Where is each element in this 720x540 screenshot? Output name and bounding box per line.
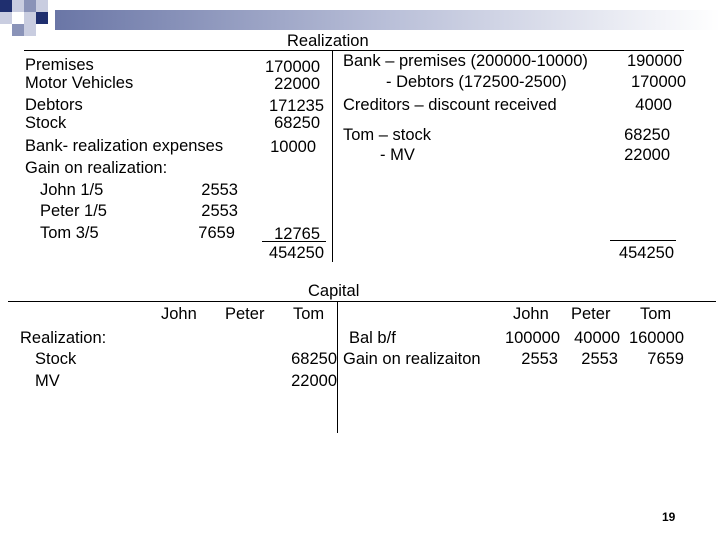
header-square — [36, 12, 48, 24]
realization-credit-amount: 170000 — [630, 73, 686, 91]
realization-credit-total: 454250 — [618, 244, 674, 262]
realization-debit-label: Bank- realization expenses — [25, 137, 224, 155]
realization-debit-label: John 1/5 — [40, 181, 104, 199]
capital-debit-label: MV — [35, 372, 60, 390]
realization-debit-label: Stock — [25, 114, 67, 132]
capital-credit-john: 100000 — [504, 329, 560, 347]
realization-debit-total-rule — [262, 241, 326, 242]
capital-credit-label: Bal b/f — [349, 329, 396, 347]
realization-center-rule — [332, 50, 333, 262]
realization-credit-label: Tom – stock — [343, 126, 432, 144]
realization-share-amount: 7659 — [198, 224, 235, 242]
capital-right-header: Tom — [640, 305, 672, 323]
header-square — [0, 0, 12, 12]
capital-right-header: John — [513, 305, 549, 323]
capital-credit-label: Gain on realizaiton — [343, 350, 481, 368]
capital-left-header: Peter — [225, 305, 265, 323]
realization-credit-total-rule — [610, 240, 676, 241]
realization-credit-label: - Debtors (172500-2500) — [386, 73, 567, 91]
realization-credit-amount: 190000 — [626, 52, 682, 70]
realization-debit-amount: 68250 — [274, 114, 320, 132]
capital-right-header: Peter — [571, 305, 611, 323]
realization-debit-label: Premises — [25, 56, 94, 74]
capital-credit-tom: 160000 — [628, 329, 684, 347]
capital-credit-peter: 2553 — [581, 350, 618, 368]
realization-credit-label: - MV — [380, 146, 415, 164]
realization-debit-label: Gain on realization: — [25, 159, 168, 177]
capital-center-rule — [337, 301, 338, 433]
realization-top-rule — [24, 50, 684, 51]
capital-credit-tom: 7659 — [647, 350, 684, 368]
header-square — [36, 0, 48, 12]
realization-debit-amount: 10000 — [270, 138, 316, 156]
capital-title: Capital — [308, 282, 360, 300]
realization-debit-total: 454250 — [268, 244, 324, 262]
realization-credit-amount: 22000 — [624, 146, 670, 164]
realization-credit-label: Bank – premises (200000-10000) — [343, 52, 588, 70]
capital-credit-john: 2553 — [521, 350, 558, 368]
capital-debit-tom-amount: 22000 — [291, 372, 337, 390]
capital-top-rule — [8, 301, 716, 302]
header-square — [24, 12, 36, 24]
capital-left-header: John — [161, 305, 197, 323]
header-square — [24, 0, 36, 12]
header-square — [12, 0, 24, 12]
page-number: 19 — [662, 510, 676, 524]
realization-share-amount: 2553 — [201, 202, 238, 220]
header-square — [12, 24, 24, 36]
header-square — [0, 12, 12, 24]
capital-credit-peter: 40000 — [574, 329, 620, 347]
realization-debit-amount: 171235 — [268, 97, 324, 115]
header-square — [24, 24, 36, 36]
realization-debit-amount: 22000 — [274, 75, 320, 93]
decorative-header — [0, 0, 720, 36]
capital-debit-label: Stock — [35, 350, 77, 368]
realization-title: Realization — [287, 32, 369, 50]
capital-debit-label: Realization: — [20, 329, 107, 347]
header-bar — [55, 10, 720, 30]
realization-debit-amount: 170000 — [264, 58, 320, 76]
realization-credit-amount: 68250 — [624, 126, 670, 144]
realization-credit-amount: 4000 — [635, 96, 672, 114]
realization-debit-label: Tom 3/5 — [40, 224, 99, 242]
realization-debit-label: Peter 1/5 — [40, 202, 107, 220]
capital-debit-tom-amount: 68250 — [291, 350, 337, 368]
capital-left-header: Tom — [293, 305, 325, 323]
realization-debit-label: Debtors — [25, 96, 83, 114]
realization-credit-label: Creditors – discount received — [343, 96, 557, 114]
realization-debit-amount: 12765 — [274, 225, 320, 243]
realization-debit-label: Motor Vehicles — [25, 74, 134, 92]
realization-share-amount: 2553 — [201, 181, 238, 199]
